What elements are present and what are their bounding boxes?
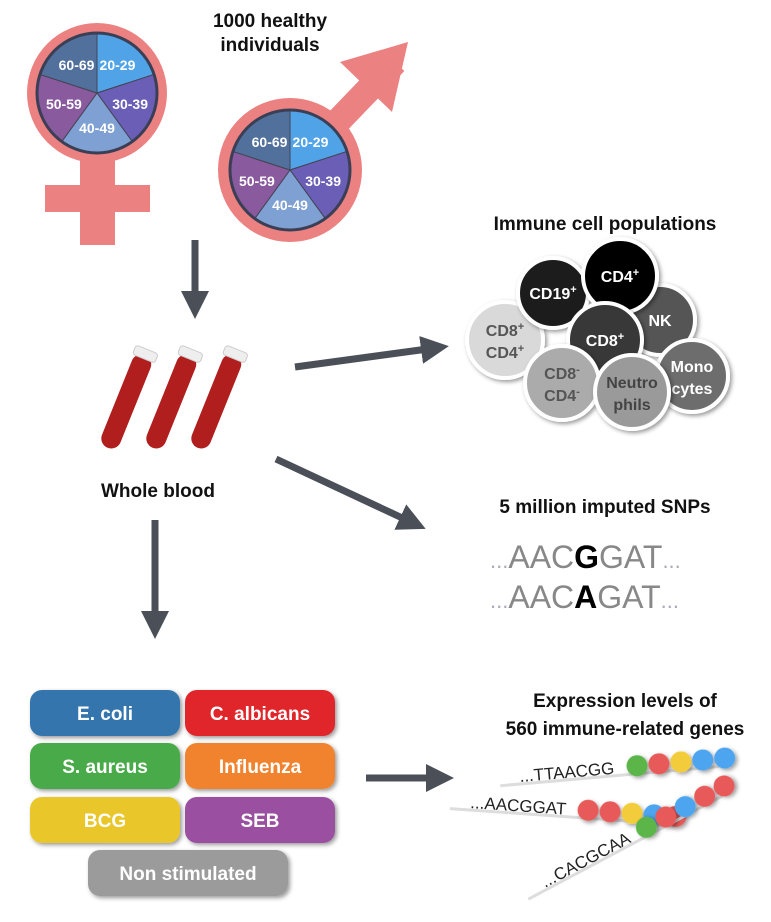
cells-title: Immune cell populations <box>494 214 717 235</box>
cell-label: Neutro <box>606 375 658 392</box>
age-group-label: 50-59 <box>239 173 275 189</box>
snp-sequence-1: ...AACGGAT... <box>490 539 681 575</box>
cell-label: cytes <box>672 381 713 398</box>
cell-cd8cd4: CD8- CD4- <box>523 344 601 422</box>
stimulus-seb: SEB <box>185 797 335 843</box>
blood-tube-icon <box>146 345 203 449</box>
stimulus-s-aureus: S. aureus <box>30 743 180 789</box>
gene-strand: ...CACGCAA <box>527 775 735 901</box>
arrow-to-snps <box>274 455 426 530</box>
pie-outline <box>35 31 159 155</box>
expression-bead <box>621 802 643 824</box>
stimulus-label: C. albicans <box>210 704 310 725</box>
age-group-label: 30-39 <box>305 173 341 189</box>
expression-bead <box>692 749 714 771</box>
male-arrow-head <box>340 42 408 112</box>
stimulus-c-albicans: C. albicans <box>185 690 335 736</box>
stimulus-bcg: BCG <box>30 797 180 843</box>
age-group-label: 40-49 <box>272 197 308 213</box>
immune-cells: CD8+ CD4+ CD19+ NK CD4+ CD8+ CD8- CD4- Mono cytes… <box>465 237 730 431</box>
cell-label: CD4+ <box>601 267 639 286</box>
expression-bead <box>670 751 692 773</box>
expression-bead <box>714 747 736 769</box>
age-group-label: 60-69 <box>59 57 95 73</box>
cohort-title-1: 1000 healthy <box>213 11 327 32</box>
age-group-label: 40-49 <box>79 120 115 136</box>
pie-outline <box>228 108 352 232</box>
whole-blood-label: Whole blood <box>101 481 215 502</box>
age-group-label: 20-29 <box>100 57 136 73</box>
expression-title-1: Expression levels of <box>533 691 717 712</box>
expression-title-2: 560 immune-related genes <box>506 719 745 740</box>
cohort-title-2: individuals <box>220 35 319 56</box>
blood-tubes <box>101 345 248 449</box>
expression-bead <box>713 775 735 797</box>
cell-cd8cd4: CD8+ CD4+ <box>465 300 545 380</box>
cell-cd4: CD4+ <box>581 237 659 315</box>
stimulus-label: S. aureus <box>62 757 148 778</box>
expression-bead <box>694 785 716 807</box>
cell-label: NK <box>648 313 672 330</box>
age-group-label: 60-69 <box>252 134 288 150</box>
age-group-label: 50-59 <box>46 96 82 112</box>
expression-bead <box>626 755 648 777</box>
cell-label: CD19+ <box>529 284 576 303</box>
stimuli: E. coli C. albicans S. aureus Influenza BCG S… <box>30 690 335 896</box>
male-symbol: 20-29 30-39 40-49 50-59 60-69 <box>218 42 408 242</box>
cell-neutrophils: Neutro phils <box>593 353 671 431</box>
stimulus-e-coli: E. coli <box>30 690 180 736</box>
age-group-label: 30-39 <box>112 96 148 112</box>
expression-bead <box>648 753 670 775</box>
cell-monocytes: Mono cytes <box>654 338 730 414</box>
cell-label: CD4+ <box>486 343 524 362</box>
cell-label: phils <box>613 397 650 414</box>
blood-tube-icon <box>191 345 248 449</box>
gene-expression-strands: ...TTAACGG ...AACGGAT ...CACGCAA <box>449 747 736 901</box>
expression-bead <box>577 799 599 821</box>
expression-bead <box>635 816 657 838</box>
age-group-label: 20-29 <box>293 134 329 150</box>
female-cross-horizontal <box>45 185 150 212</box>
stimulus-label: E. coli <box>77 704 133 725</box>
stimulus-label: Non stimulated <box>119 864 256 885</box>
snp-sequence-2: ...AACAGAT... <box>490 579 679 615</box>
gene-sequence: ...TTAACGG <box>519 759 615 786</box>
snps-title: 5 million imputed SNPs <box>499 497 710 518</box>
expression-bead <box>655 806 677 828</box>
female-age-pie: 20-29 30-39 40-49 50-59 60-69 <box>35 31 159 155</box>
male-age-pie: 20-29 30-39 40-49 50-59 60-69 <box>228 108 352 232</box>
gene-sequence: ...AACGGAT <box>470 793 567 819</box>
expression-bead <box>674 796 696 818</box>
stimulus-label: BCG <box>84 811 126 832</box>
gene-sequence: ...CACGCAA <box>538 828 634 891</box>
blood-tube-icon <box>101 345 158 449</box>
cell-label: CD8+ <box>486 321 524 340</box>
arrow-to-cells <box>294 336 449 371</box>
expression-bead <box>599 801 621 823</box>
cell-label: CD4- <box>544 386 580 405</box>
stimulus-label: SEB <box>240 811 279 832</box>
stimulus-influenza: Influenza <box>185 743 335 789</box>
cell-label: CD8- <box>544 364 580 383</box>
cell-label: Mono <box>671 359 714 376</box>
cell-label: CD8+ <box>586 331 624 350</box>
stimulus-label: Influenza <box>219 757 302 778</box>
female-symbol: 20-29 30-39 40-49 50-59 60-69 <box>27 23 167 245</box>
stimulus-non-stimulated: Non stimulated <box>88 850 288 896</box>
gene-strand: ...TTAACGG <box>500 747 736 788</box>
